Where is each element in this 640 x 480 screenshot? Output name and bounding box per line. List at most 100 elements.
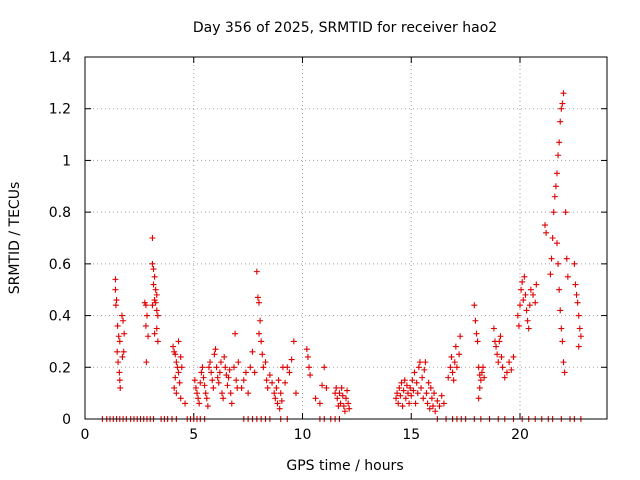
data-point [278, 397, 285, 404]
data-point [412, 400, 419, 407]
data-point [408, 392, 415, 399]
data-point [496, 338, 503, 345]
data-point [403, 382, 410, 389]
data-point [240, 377, 247, 384]
data-point [508, 366, 515, 373]
data-point [542, 222, 549, 229]
x-tick-label: 10 [294, 427, 312, 443]
data-point [452, 343, 459, 350]
y-tick-label: 1.4 [49, 50, 71, 66]
data-point [558, 105, 565, 112]
data-point [235, 359, 242, 366]
data-point [406, 400, 413, 407]
data-point [211, 351, 218, 358]
data-point [222, 364, 229, 371]
data-point [490, 325, 497, 332]
y-tick-label: 0.6 [49, 257, 71, 273]
y-tick-label: 0.2 [49, 360, 71, 376]
data-point [175, 338, 182, 345]
data-point [423, 390, 430, 397]
data-point [574, 299, 581, 306]
data-point [560, 90, 567, 97]
data-point [395, 400, 402, 407]
data-point [457, 333, 464, 340]
data-point [143, 359, 150, 366]
data-point [286, 369, 293, 376]
data-point [323, 384, 330, 391]
data-point [116, 369, 123, 376]
x-tick-label: 5 [189, 427, 198, 443]
data-point [339, 392, 346, 399]
data-point [436, 403, 443, 410]
data-point [448, 353, 455, 360]
data-point [575, 312, 582, 319]
data-point [154, 338, 161, 345]
data-point [434, 397, 441, 404]
data-point [478, 369, 485, 376]
y-tick-label: 1.2 [49, 102, 71, 118]
data-point [258, 338, 265, 345]
data-point [284, 364, 291, 371]
data-point [521, 273, 528, 280]
data-point [256, 330, 262, 337]
data-point [557, 307, 564, 314]
data-point [573, 291, 580, 298]
data-point [192, 384, 199, 391]
data-point [263, 377, 270, 384]
data-point [472, 317, 479, 324]
data-point [503, 369, 510, 376]
data-point [171, 348, 178, 355]
data-point [431, 390, 438, 397]
data-point [402, 395, 409, 402]
data-point [173, 359, 180, 366]
data-point [251, 369, 258, 376]
data-point [114, 322, 121, 329]
data-point [260, 364, 267, 371]
data-point [152, 299, 159, 306]
data-point [191, 377, 198, 384]
data-point [262, 359, 269, 366]
data-point [195, 395, 202, 402]
y-tick-label: 0.8 [49, 205, 71, 221]
data-point [453, 364, 460, 371]
data-point [230, 364, 237, 371]
data-point [120, 317, 127, 324]
data-point [276, 405, 283, 412]
data-point [415, 364, 422, 371]
data-point [226, 366, 233, 373]
data-point [549, 235, 556, 241]
data-point [275, 377, 282, 384]
data-point [153, 325, 160, 332]
data-point [219, 390, 226, 397]
data-point [396, 384, 403, 391]
data-point [398, 379, 405, 386]
data-point [394, 390, 401, 397]
data-point [498, 353, 505, 360]
data-point [149, 302, 156, 309]
data-point [242, 369, 249, 376]
data-point [499, 364, 506, 371]
data-point [519, 278, 526, 285]
data-point [518, 286, 525, 293]
data-point [204, 403, 211, 410]
data-point [266, 372, 273, 379]
data-point [154, 312, 161, 319]
data-point [116, 338, 123, 345]
data-point [196, 400, 203, 407]
data-point [117, 384, 124, 391]
data-point [404, 390, 411, 397]
data-point [343, 395, 349, 402]
data-point [170, 343, 177, 350]
data-point [515, 322, 522, 329]
x-axis-label: GPS time / hours [286, 458, 403, 474]
data-point [471, 302, 478, 309]
data-point [225, 374, 232, 381]
data-point [269, 379, 276, 386]
data-point [149, 235, 156, 241]
grid-lines [85, 57, 607, 419]
data-point [152, 286, 159, 293]
data-point [121, 330, 128, 337]
data-point [473, 330, 480, 337]
data-point [116, 377, 123, 384]
